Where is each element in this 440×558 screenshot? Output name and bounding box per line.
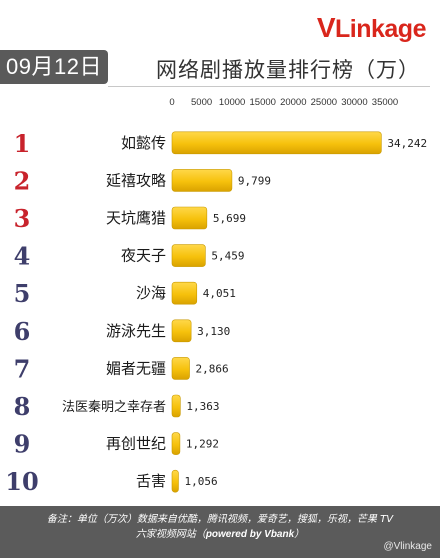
bar	[171, 432, 181, 455]
x-tick-label: 15000	[250, 97, 276, 108]
footer-line-2: 六家视频网站（powered by Vbank）	[135, 529, 305, 540]
rank-number: 6	[14, 317, 31, 346]
value-label: 1,292	[186, 438, 219, 451]
chart-row: 5 沙海 4,051	[14, 279, 236, 308]
value-label: 1,056	[184, 475, 217, 488]
value-label: 3,130	[197, 325, 230, 338]
rank-number: 9	[14, 430, 31, 459]
value-label: 9,799	[238, 174, 271, 187]
bar	[171, 469, 179, 493]
x-tick-label: 10000	[219, 97, 245, 108]
category-label: 天坑鹰猎	[106, 209, 166, 227]
footer-note: 备注：单位（万次）数据来自优酷，腾讯视频，爱奇艺，搜狐，乐视，芒果 TV 六家视…	[0, 506, 440, 558]
x-tick-label: 35000	[372, 97, 398, 108]
bar	[171, 131, 382, 155]
bar	[171, 357, 190, 380]
rank-number: 1	[14, 129, 31, 158]
rank-number: 7	[14, 354, 31, 383]
x-tick-label: 25000	[311, 97, 337, 108]
category-label: 法医秦明之幸存者	[62, 400, 166, 415]
footer-line-1: 备注：单位（万次）数据来自优酷，腾讯视频，爱奇艺，搜狐，乐视，芒果 TV	[46, 514, 394, 525]
category-label: 如懿传	[121, 134, 166, 152]
category-label: 沙海	[136, 284, 166, 302]
chart-title: 网络剧播放量排行榜（万）	[156, 58, 420, 82]
chart-row: 4 夜天子 5,459	[14, 242, 245, 271]
weibo-watermark: @Vlinkage	[383, 541, 432, 552]
category-label: 夜天子	[121, 247, 166, 265]
chart-row: 2 延禧攻略 9,799	[14, 166, 271, 195]
bar	[171, 319, 192, 343]
bar	[171, 394, 181, 418]
chart-row: 8 法医秦明之幸存者 1,363	[14, 392, 220, 421]
bar	[171, 169, 233, 192]
title-divider	[108, 86, 430, 87]
chart-row: 10 舌害 1,056	[5, 467, 217, 496]
rank-number: 4	[14, 242, 31, 271]
bar	[171, 244, 206, 267]
chart-row: 9 再创世纪 1,292	[14, 430, 219, 459]
vlinkage-logo: VLinkage	[316, 12, 427, 43]
category-label: 游泳先生	[106, 322, 166, 340]
rank-number: 5	[14, 279, 31, 308]
value-label: 2,866	[196, 362, 229, 375]
bar	[171, 206, 208, 230]
rank-number: 2	[14, 166, 31, 195]
category-label: 舌害	[136, 472, 166, 490]
category-label: 再创世纪	[106, 435, 166, 453]
bar-chart: 0 5000 10000 15000 20000 25000 30000 35000 1 如懿传…	[5, 97, 427, 496]
date-badge: 09月12日	[0, 50, 108, 84]
x-tick-label: 20000	[280, 97, 306, 108]
chart-row: 6 游泳先生 3,130	[14, 317, 231, 346]
chart-row: 3 天坑鹰猎 5,699	[14, 204, 246, 233]
x-tick-label: 30000	[341, 97, 367, 108]
bar	[171, 281, 198, 305]
value-label: 5,699	[213, 212, 246, 225]
value-label: 1,363	[186, 400, 219, 413]
category-label: 媚者无疆	[106, 359, 166, 377]
x-tick-label: 0	[169, 97, 174, 108]
value-label: 34,242	[387, 137, 427, 150]
x-tick-label: 5000	[191, 97, 212, 108]
rank-number: 10	[5, 467, 38, 496]
value-label: 5,459	[211, 250, 244, 263]
chart-row: 1 如懿传 34,242	[14, 129, 427, 158]
rank-number: 3	[14, 204, 31, 233]
rank-number: 8	[14, 392, 31, 421]
value-label: 4,051	[203, 287, 236, 300]
chart-row: 7 媚者无疆 2,866	[14, 354, 229, 383]
category-label: 延禧攻略	[106, 171, 166, 189]
